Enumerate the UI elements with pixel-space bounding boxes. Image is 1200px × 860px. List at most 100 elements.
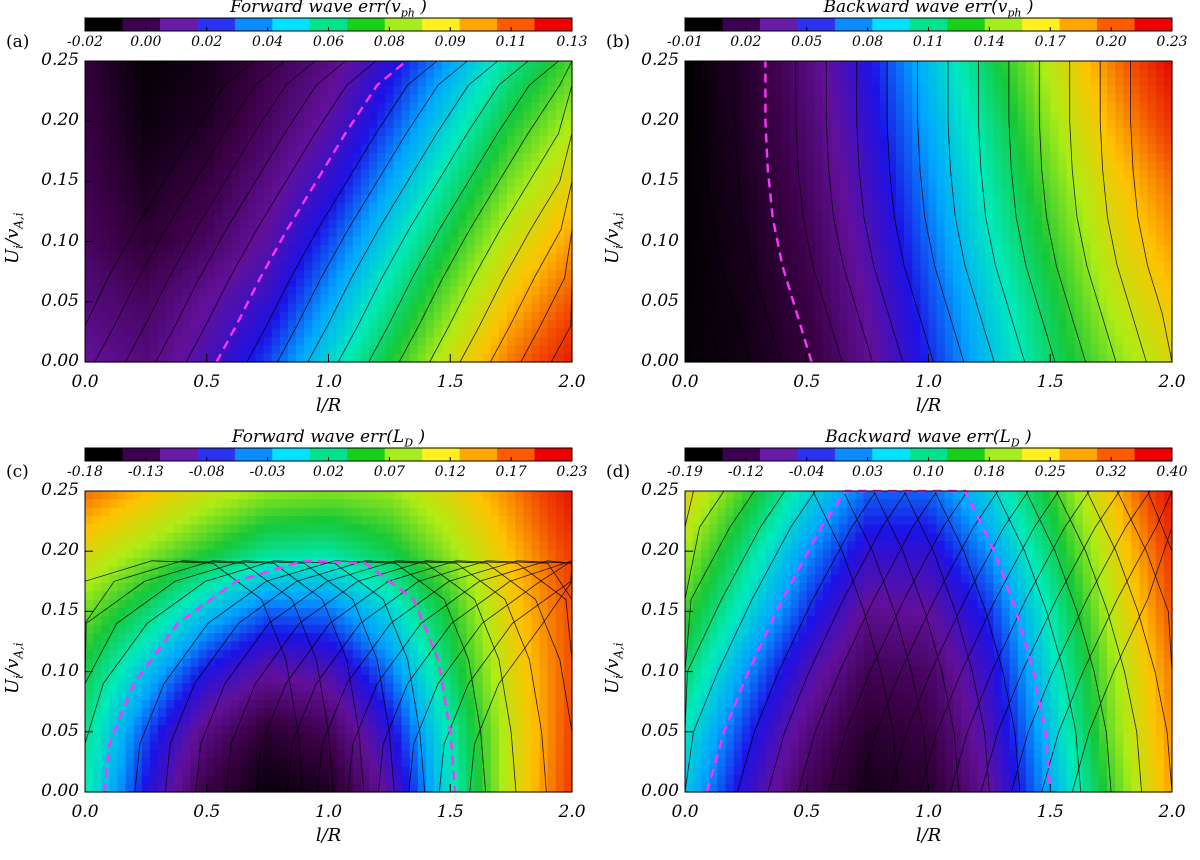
heatmap-cell [1083,128,1092,137]
heatmap-cell [117,262,126,271]
heatmap-cell [320,237,329,246]
heatmap-cell [247,111,256,120]
heatmap-cell [847,320,856,329]
heatmap-cell [288,345,297,354]
heatmap-cell [1140,69,1149,78]
heatmap-cell [823,111,832,120]
heatmap-cell [312,136,321,145]
heatmap-cell [904,228,913,237]
heatmap-cell [117,111,126,120]
heatmap-cell [499,287,508,296]
heatmap-cell [191,195,200,204]
heatmap-cell [239,111,248,120]
heatmap-cell [434,541,443,550]
heatmap-cell [402,524,411,533]
heatmap-cell [1010,103,1019,112]
heatmap-cell [191,153,200,162]
heatmap-cell [142,253,151,262]
heatmap-cell [766,69,775,78]
heatmap-cell [774,354,783,363]
heatmap-cell [320,86,329,95]
heatmap-cell [231,237,240,246]
heatmap-cell [523,145,532,154]
heatmap-cell [272,262,281,271]
heatmap-cell [969,69,978,78]
heatmap-cell [223,203,232,212]
heatmap-cell [888,237,897,246]
heatmap-cell [1066,287,1075,296]
heatmap-cell [337,153,346,162]
heatmap-cell [1107,287,1116,296]
heatmap-cell [345,345,354,354]
heatmap-cell [410,499,419,508]
ylabel-sub-i: i [612,244,626,248]
heatmap-cell [774,78,783,87]
heatmap-cell [361,278,370,287]
heatmap-cell [799,312,808,321]
heatmap-cell [126,94,135,103]
heatmap-cell [377,354,386,363]
heatmap-cell [483,541,492,550]
heatmap-cell [685,186,694,195]
heatmap-cell [296,499,305,508]
heatmap-cell [182,178,191,187]
heatmap-cell [782,228,791,237]
heatmap-cell [807,312,816,321]
heatmap-cell [223,524,232,533]
heatmap-cell [961,253,970,262]
heatmap-cell [199,128,208,137]
heatmap-cell [791,86,800,95]
heatmap-cell [134,69,143,78]
heatmap-cell [483,524,492,533]
heatmap-cell [531,128,540,137]
heatmap-cell [734,278,743,287]
heatmap-cell [174,278,183,287]
heatmap-cell [920,86,929,95]
heatmap-cell [564,278,573,287]
heatmap-cell [985,195,994,204]
heatmap-cell [239,262,248,271]
heatmap-cell [540,120,549,129]
heatmap-cell [717,128,726,137]
heatmap-cell [791,237,800,246]
heatmap-cell [312,354,321,363]
heatmap-cell [483,329,492,338]
heatmap-cell [458,270,467,279]
x-axis-label: l/R [316,395,341,416]
heatmap-cell [1156,78,1165,87]
heatmap-cell [458,78,467,87]
heatmap-cell [515,262,524,271]
heatmap-cell [199,345,208,354]
heatmap-cell [353,287,362,296]
heatmap-cell [945,120,954,129]
heatmap-cell [101,541,110,550]
heatmap-cell [247,312,256,321]
heatmap-cell [239,203,248,212]
heatmap-cell [1075,145,1084,154]
heatmap-cell [1156,212,1165,221]
heatmap-cell [166,86,175,95]
heatmap-cell [174,86,183,95]
heatmap-cell [166,203,175,212]
y-tick-label: 0.10 [23,231,79,251]
heatmap-cell [920,253,929,262]
ylabel-main: U [602,248,623,263]
heatmap-cell [255,203,264,212]
heatmap-cell [1026,170,1035,179]
heatmap-cell [953,287,962,296]
heatmap-cell [815,337,824,346]
heatmap-cell [1042,145,1051,154]
heatmap-cell [1042,170,1051,179]
heatmap-cell [109,354,118,363]
heatmap-cell [961,136,970,145]
heatmap-cell [839,329,848,338]
heatmap-cell [199,278,208,287]
heatmap-cell [385,499,394,508]
heatmap-cell [426,345,435,354]
heatmap-cell [1050,320,1059,329]
heatmap-cell [434,499,443,508]
heatmap-cell [223,516,232,525]
heatmap-cell [685,170,694,179]
heatmap-cell [548,270,557,279]
